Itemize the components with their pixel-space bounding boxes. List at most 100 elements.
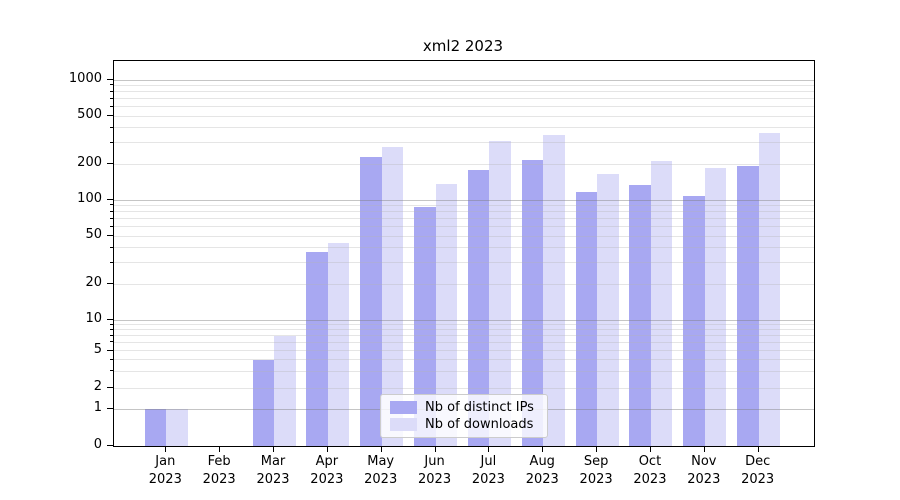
y-minor-tick-mark — [110, 334, 113, 336]
y-tick-label: 1 — [93, 400, 102, 415]
distinct-ips-bar-jun — [414, 206, 436, 446]
y-tick-label: 0 — [93, 437, 102, 452]
minor-gridline — [114, 359, 814, 361]
y-minor-tick-mark — [110, 328, 113, 330]
minor-gridline — [114, 324, 814, 326]
distinct-ips-bar-aug — [521, 160, 544, 446]
x-tick-mark — [219, 446, 221, 452]
distinct-ips-swatch — [390, 401, 417, 414]
x-tick-label: Dec 2023 — [730, 453, 786, 489]
x-tick-mark — [273, 446, 274, 452]
minor-gridline — [114, 218, 814, 220]
downloads-bar-may — [381, 147, 404, 446]
downloads-bar-apr — [327, 242, 350, 446]
major-gridline — [114, 199, 814, 201]
minor-gridline — [114, 387, 814, 389]
x-tick-label: Jun 2023 — [407, 453, 463, 489]
y-minor-tick-mark — [110, 115, 113, 116]
distinct-ips-bar-mar — [252, 359, 274, 446]
y-minor-tick-mark — [110, 283, 113, 284]
y-minor-tick-mark — [110, 323, 113, 325]
downloads-bar-jan — [166, 409, 188, 446]
minor-gridline — [114, 98, 814, 100]
x-tick-label: Sep 2023 — [568, 453, 624, 489]
downloads-bar-mar — [274, 335, 296, 446]
y-minor-tick-mark — [110, 126, 113, 128]
x-tick-year: 2023 — [418, 472, 452, 487]
x-tick-mark — [488, 446, 490, 452]
x-tick-month: Nov — [691, 454, 717, 469]
x-tick-month: May — [367, 454, 395, 469]
y-minor-tick-mark — [110, 349, 113, 351]
minor-gridline — [114, 106, 814, 108]
minor-gridline — [114, 235, 814, 237]
legend: Nb of distinct IPs Nb of downloads — [380, 394, 548, 438]
x-tick-year: 2023 — [148, 472, 182, 487]
minor-gridline — [114, 211, 814, 213]
y-tick-label: 500 — [77, 107, 102, 122]
major-gridline — [114, 79, 814, 81]
y-tick-label: 200 — [77, 155, 102, 170]
y-tick-mark — [107, 445, 113, 446]
minor-gridline — [114, 329, 814, 331]
legend-row-distinct-ips: Nb of distinct IPs — [381, 400, 547, 415]
y-minor-tick-mark — [110, 358, 113, 360]
y-tick-label: 10 — [85, 311, 102, 326]
x-tick-label: Apr 2023 — [299, 453, 355, 489]
x-tick-month: Mar — [260, 454, 286, 469]
y-minor-tick-mark — [110, 105, 113, 107]
x-tick-year: 2023 — [310, 472, 344, 487]
downloads-bar-aug — [543, 135, 565, 446]
distinct-ips-bar-jan — [144, 409, 167, 446]
x-tick-mark — [434, 446, 436, 452]
y-tick-mark — [107, 199, 113, 200]
legend-label-downloads: Nb of downloads — [425, 417, 534, 432]
y-minor-tick-mark — [110, 225, 113, 227]
downloads-bar-sep — [597, 173, 619, 446]
y-minor-tick-mark — [110, 163, 113, 164]
y-minor-tick-mark — [110, 210, 113, 212]
x-tick-mark — [165, 446, 167, 452]
x-tick-month: Sep — [583, 454, 609, 469]
x-tick-label: May 2023 — [353, 453, 409, 489]
x-tick-year: 2023 — [202, 472, 236, 487]
x-tick-mark — [757, 446, 759, 452]
x-tick-year: 2023 — [687, 472, 721, 487]
minor-gridline — [114, 341, 814, 343]
minor-gridline — [114, 247, 814, 249]
distinct-ips-bar-jul — [467, 170, 490, 446]
major-gridline — [114, 319, 814, 321]
minor-gridline — [114, 115, 814, 117]
x-tick-label: Jan 2023 — [137, 453, 193, 489]
x-tick-month: Jan — [155, 454, 176, 469]
x-tick-year: 2023 — [579, 472, 613, 487]
y-minor-tick-mark — [110, 387, 113, 388]
x-tick-year: 2023 — [741, 472, 775, 487]
x-tick-mark — [380, 446, 382, 452]
x-tick-mark — [326, 446, 328, 452]
y-tick-label: 5 — [93, 341, 102, 357]
y-tick-label: 2 — [93, 379, 102, 394]
x-tick-year: 2023 — [525, 472, 559, 487]
x-tick-label: Feb 2023 — [191, 453, 247, 489]
x-tick-month: Oct — [638, 454, 662, 469]
y-minor-tick-mark — [110, 246, 113, 248]
minor-gridline — [114, 84, 814, 86]
x-tick-mark — [596, 446, 598, 452]
legend-label-distinct-ips: Nb of distinct IPs — [425, 400, 534, 415]
y-minor-tick-mark — [110, 217, 113, 219]
x-tick-label: Mar 2023 — [245, 453, 301, 489]
y-minor-tick-mark — [110, 90, 113, 92]
distinct-ips-bar-nov — [683, 196, 705, 446]
minor-gridline — [114, 142, 814, 144]
y-tick-label: 100 — [77, 191, 102, 206]
minor-gridline — [114, 127, 814, 129]
x-tick-month: Aug — [529, 454, 555, 469]
distinct-ips-bar-dec — [737, 166, 759, 446]
distinct-ips-bar-apr — [306, 251, 328, 446]
legend-row-downloads: Nb of downloads — [381, 417, 547, 432]
x-tick-month: Jun — [424, 454, 445, 469]
x-tick-mark — [649, 446, 651, 452]
y-tick-label: 50 — [85, 227, 102, 242]
minor-gridline — [114, 335, 814, 337]
